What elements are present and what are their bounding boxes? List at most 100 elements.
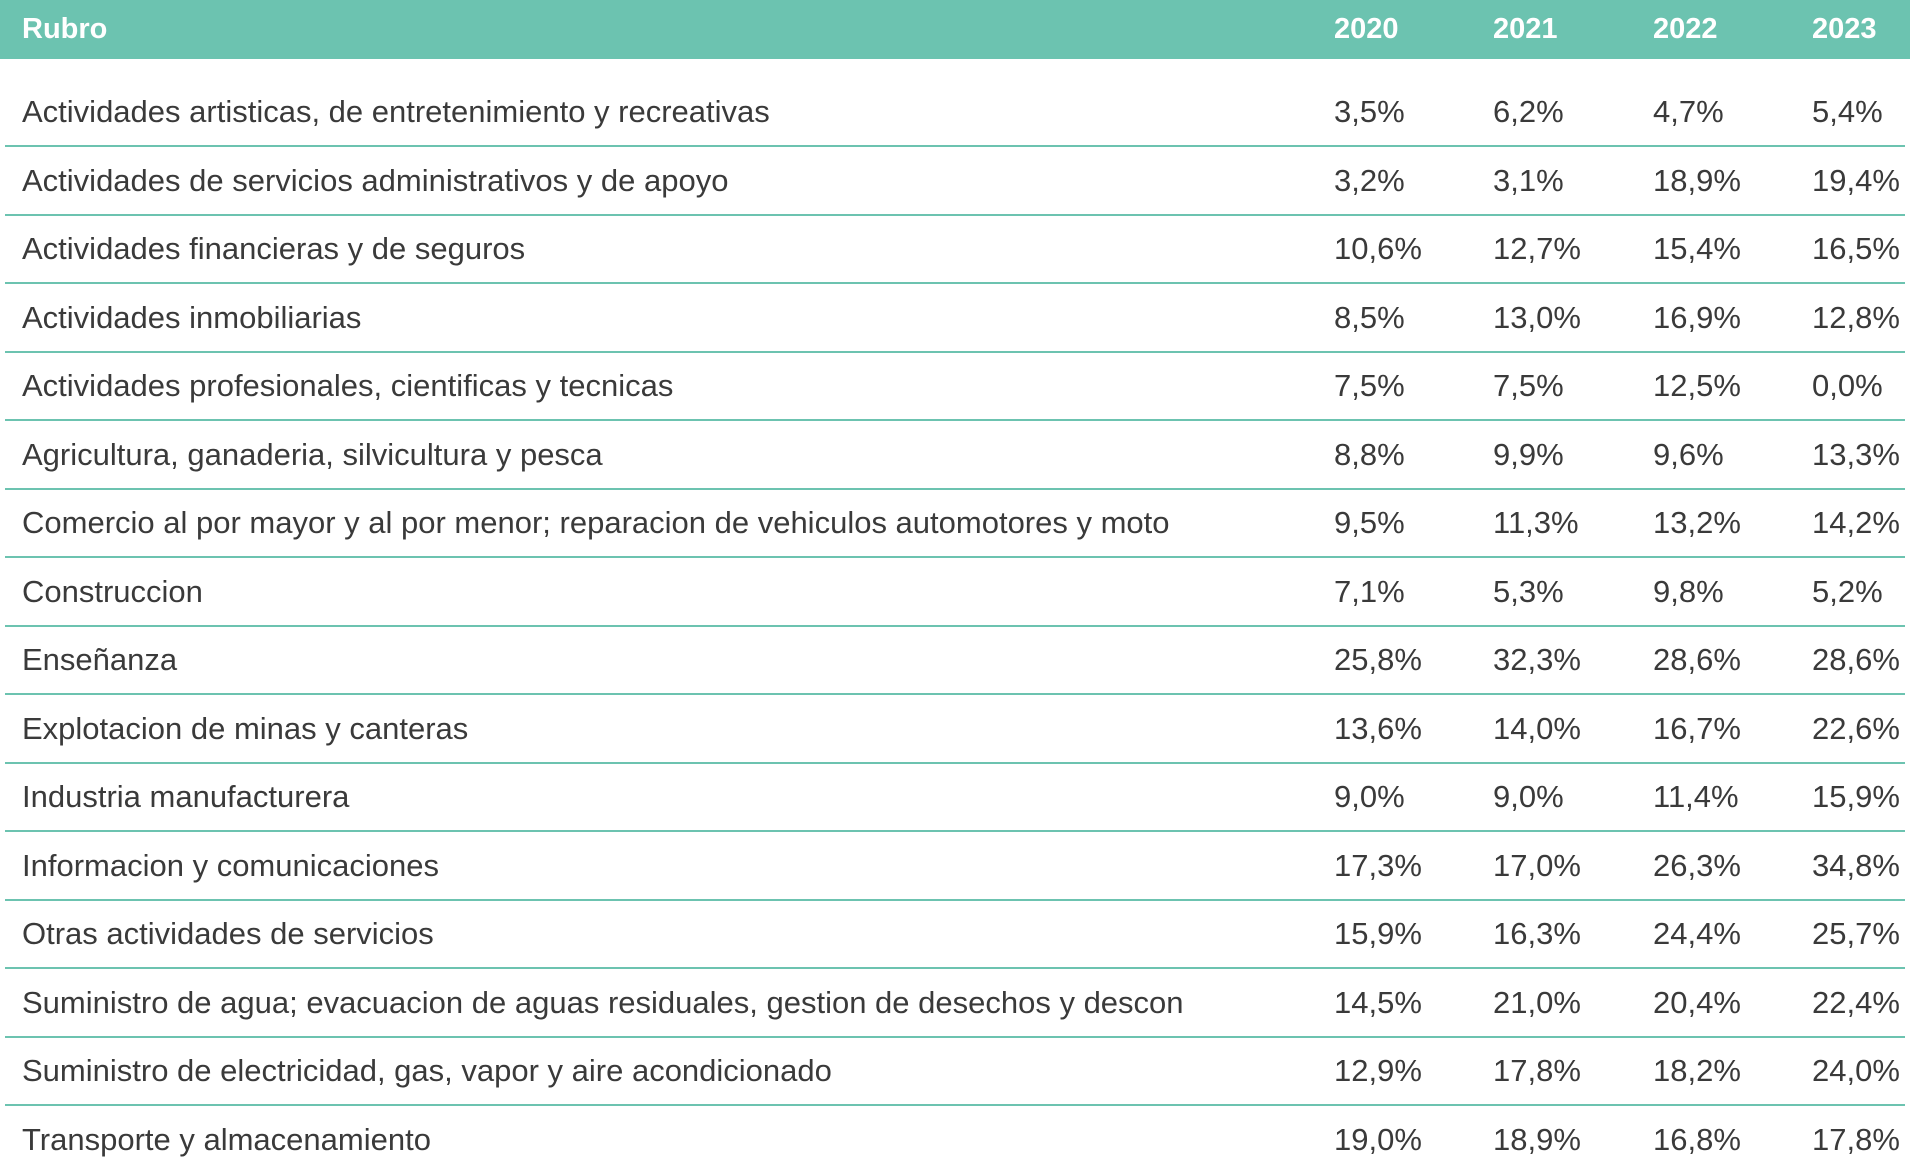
row-label: Actividades de servicios administrativos… bbox=[22, 162, 729, 198]
row-divider bbox=[5, 419, 1905, 421]
row-divider bbox=[5, 282, 1905, 284]
row-divider bbox=[5, 556, 1905, 558]
row-label: Industria manufacturera bbox=[22, 779, 350, 814]
cell: 17,0% bbox=[1493, 847, 1581, 883]
row-label: Comercio al por mayor y al por menor; re… bbox=[22, 505, 1170, 540]
cell: 15,4% bbox=[1653, 231, 1741, 266]
cell: 5,3% bbox=[1493, 573, 1564, 609]
header-cell: Rubro bbox=[22, 13, 108, 45]
cell: 22,6% bbox=[1812, 710, 1900, 746]
cell: 0,0% bbox=[1812, 368, 1883, 403]
row-label: Otras actividades de servicios bbox=[22, 916, 434, 951]
cell: 9,6% bbox=[1653, 436, 1724, 472]
row-divider bbox=[5, 145, 1905, 147]
cell: 14,0% bbox=[1493, 710, 1581, 746]
row-divider bbox=[5, 624, 1905, 627]
cell: 14,5% bbox=[1334, 984, 1422, 1020]
header-cell: 2020 bbox=[1334, 13, 1399, 45]
cell: 9,0% bbox=[1493, 779, 1564, 814]
row-label: Actividades profesionales, cientificas y… bbox=[22, 368, 674, 403]
cell: 8,5% bbox=[1334, 299, 1405, 335]
cell: 16,5% bbox=[1812, 231, 1900, 266]
cell: 13,6% bbox=[1334, 710, 1422, 746]
cell: 12,8% bbox=[1812, 299, 1900, 335]
row-label: Actividades financieras y de seguros bbox=[22, 231, 526, 266]
cell: 17,8% bbox=[1493, 1053, 1581, 1088]
cell: 3,2% bbox=[1334, 162, 1405, 198]
cell: 13,0% bbox=[1493, 299, 1581, 335]
cell: 28,6% bbox=[1653, 642, 1741, 677]
cell: 20,4% bbox=[1653, 984, 1741, 1020]
cell: 8,8% bbox=[1334, 436, 1405, 472]
cell: 5,2% bbox=[1812, 573, 1883, 609]
cell: 12,5% bbox=[1653, 368, 1741, 403]
row-label: Transporte y almacenamiento bbox=[22, 1121, 431, 1157]
cell: 32,3% bbox=[1493, 642, 1581, 677]
cell: 17,8% bbox=[1812, 1121, 1900, 1157]
cell: 24,4% bbox=[1653, 916, 1741, 951]
cell: 25,8% bbox=[1334, 642, 1422, 677]
cell: 16,8% bbox=[1653, 1121, 1741, 1157]
cell: 9,5% bbox=[1334, 505, 1405, 540]
cell: 7,5% bbox=[1334, 368, 1405, 403]
row-divider bbox=[5, 693, 1905, 695]
cell: 21,0% bbox=[1493, 984, 1581, 1020]
cell: 11,3% bbox=[1493, 505, 1579, 540]
cell: 34,8% bbox=[1812, 847, 1900, 883]
cell: 12,9% bbox=[1334, 1053, 1422, 1088]
cell: 26,3% bbox=[1653, 847, 1741, 883]
cell: 15,9% bbox=[1812, 779, 1900, 814]
cell: 16,3% bbox=[1493, 916, 1581, 951]
cell: 9,9% bbox=[1493, 436, 1564, 472]
cell: 28,6% bbox=[1812, 642, 1900, 677]
row-label: Actividades artisticas, de entretenimien… bbox=[22, 94, 770, 129]
cell: 9,0% bbox=[1334, 779, 1405, 814]
row-divider bbox=[5, 898, 1905, 901]
cell: 7,1% bbox=[1334, 573, 1405, 609]
cell: 18,9% bbox=[1653, 162, 1741, 198]
cell: 6,2% bbox=[1493, 94, 1564, 129]
cell: 9,8% bbox=[1653, 573, 1724, 609]
cell: 13,3% bbox=[1812, 436, 1900, 472]
cell: 16,9% bbox=[1653, 299, 1741, 335]
row-divider bbox=[5, 1104, 1905, 1106]
row-divider bbox=[5, 1035, 1905, 1038]
cell: 4,7% bbox=[1653, 94, 1724, 129]
cell: 11,4% bbox=[1653, 779, 1739, 814]
cell: 18,9% bbox=[1493, 1121, 1581, 1157]
row-label: Explotacion de minas y canteras bbox=[22, 710, 469, 746]
row-divider bbox=[5, 830, 1905, 832]
cell: 17,3% bbox=[1334, 847, 1422, 883]
row-divider bbox=[5, 350, 1905, 353]
cell: 25,7% bbox=[1812, 916, 1900, 951]
cell: 10,6% bbox=[1334, 231, 1422, 266]
row-label: Informacion y comunicaciones bbox=[22, 847, 439, 883]
cell: 13,2% bbox=[1653, 505, 1741, 540]
cell: 19,4% bbox=[1812, 162, 1900, 198]
row-label: Suministro de agua; evacuacion de aguas … bbox=[22, 984, 1184, 1020]
header-cell: 2023 bbox=[1812, 13, 1877, 45]
cell: 3,1% bbox=[1493, 162, 1564, 198]
row-divider bbox=[5, 213, 1905, 216]
row-divider bbox=[5, 487, 1905, 490]
cell: 24,0% bbox=[1812, 1053, 1900, 1088]
row-divider bbox=[5, 967, 1905, 969]
cell: 14,2% bbox=[1812, 505, 1900, 540]
cell: 5,4% bbox=[1812, 94, 1883, 129]
row-label: Suministro de electricidad, gas, vapor y… bbox=[22, 1053, 832, 1088]
cell: 16,7% bbox=[1653, 710, 1741, 746]
row-divider bbox=[5, 761, 1905, 764]
row-label: Agricultura, ganaderia, silvicultura y p… bbox=[22, 436, 603, 472]
header-cell: 2021 bbox=[1493, 13, 1558, 45]
row-label: Construccion bbox=[22, 573, 203, 609]
cell: 3,5% bbox=[1334, 94, 1405, 129]
cell: 12,7% bbox=[1493, 231, 1581, 266]
cell: 18,2% bbox=[1653, 1053, 1741, 1088]
cell: 22,4% bbox=[1812, 984, 1900, 1020]
row-label: Enseñanza bbox=[22, 642, 178, 677]
table-header bbox=[0, 0, 1910, 59]
cell: 19,0% bbox=[1334, 1121, 1422, 1157]
row-label: Actividades inmobiliarias bbox=[22, 299, 362, 335]
header-cell: 2022 bbox=[1653, 13, 1718, 45]
